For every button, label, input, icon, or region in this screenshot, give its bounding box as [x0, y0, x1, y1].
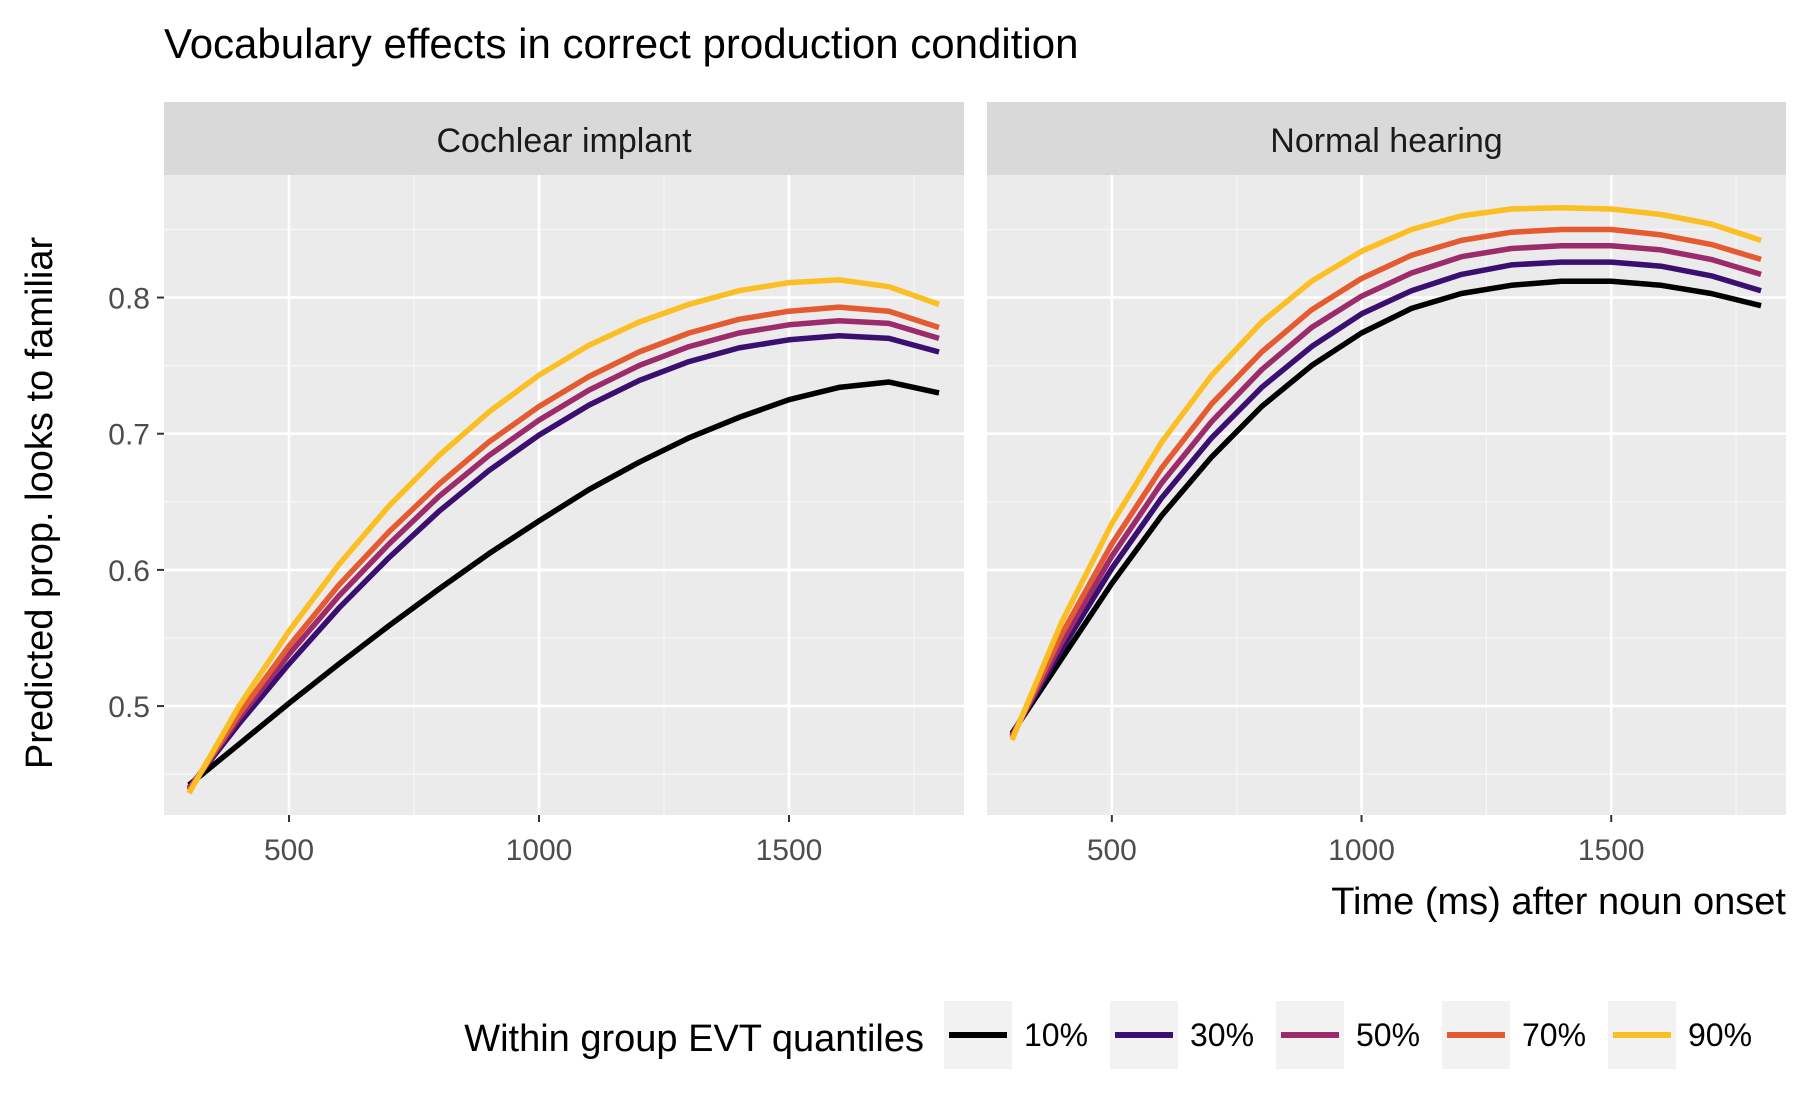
- x-axis-title: Time (ms) after noun onset: [1331, 881, 1786, 923]
- x-tick-label: 500: [264, 834, 314, 867]
- facet-strip: [164, 102, 964, 175]
- legend-label: 10%: [1024, 1017, 1088, 1053]
- x-tick-label: 1000: [1328, 834, 1395, 867]
- plot-panel-background: [987, 175, 1786, 815]
- facet-strip: [987, 102, 1786, 175]
- y-tick-label: 0.8: [108, 283, 150, 316]
- legend-item: 70%: [1442, 1001, 1586, 1069]
- legend-item: 90%: [1608, 1001, 1752, 1069]
- legend-label: 30%: [1190, 1017, 1254, 1053]
- series-line-70pct: [1009, 226, 1762, 739]
- series-line-10pct: [187, 379, 940, 788]
- facet-panel: Cochlear implant 500 1000 1500 0.5 0.6 0.7 0.8: [108, 102, 964, 867]
- x-tick-label: 1500: [1578, 834, 1645, 867]
- legend-item: 50%: [1276, 1001, 1420, 1069]
- series-line-70pct: [186, 304, 940, 793]
- y-tick-label: 0.6: [108, 555, 150, 588]
- legend-title: Within group EVT quantiles: [464, 1018, 924, 1060]
- series-line-10pct: [1009, 278, 1762, 735]
- series-line-90pct: [1009, 204, 1762, 742]
- series-line-50pct: [1009, 243, 1762, 738]
- plot-panel-background: [164, 175, 964, 815]
- legend-item: 10%: [944, 1001, 1088, 1069]
- series-line-30pct: [1009, 259, 1762, 737]
- legend-label: 70%: [1522, 1017, 1586, 1053]
- series-line-50pct: [186, 317, 940, 791]
- x-tick-label: 500: [1087, 834, 1137, 867]
- facet-strip-label: Cochlear implant: [436, 122, 692, 160]
- legend: Within group EVT quantiles 10% 30% 50% 70% 9…: [464, 1001, 1752, 1069]
- legend-items: 10% 30% 50% 70% 90%: [944, 1001, 1752, 1069]
- legend-item: 30%: [1110, 1001, 1254, 1069]
- facet-panel: Normal hearing 500 1000 1500: [987, 102, 1786, 867]
- legend-label: 90%: [1688, 1017, 1752, 1053]
- legend-label: 50%: [1356, 1017, 1420, 1053]
- chart-title: Vocabulary effects in correct production…: [164, 20, 1078, 67]
- series-line-90pct: [186, 277, 940, 795]
- y-tick-label: 0.7: [108, 419, 150, 452]
- y-axis-title: Predicted prop. looks to familiar: [19, 237, 61, 770]
- x-tick-label: 1000: [506, 834, 573, 867]
- series-line-30pct: [186, 332, 940, 790]
- facet-strip-label: Normal hearing: [1270, 122, 1502, 160]
- y-tick-label: 0.5: [108, 691, 150, 724]
- facet-panels: Cochlear implant 500 1000 1500 0.5 0.6 0.7 0.8 N…: [108, 102, 1786, 867]
- x-tick-label: 1500: [756, 834, 823, 867]
